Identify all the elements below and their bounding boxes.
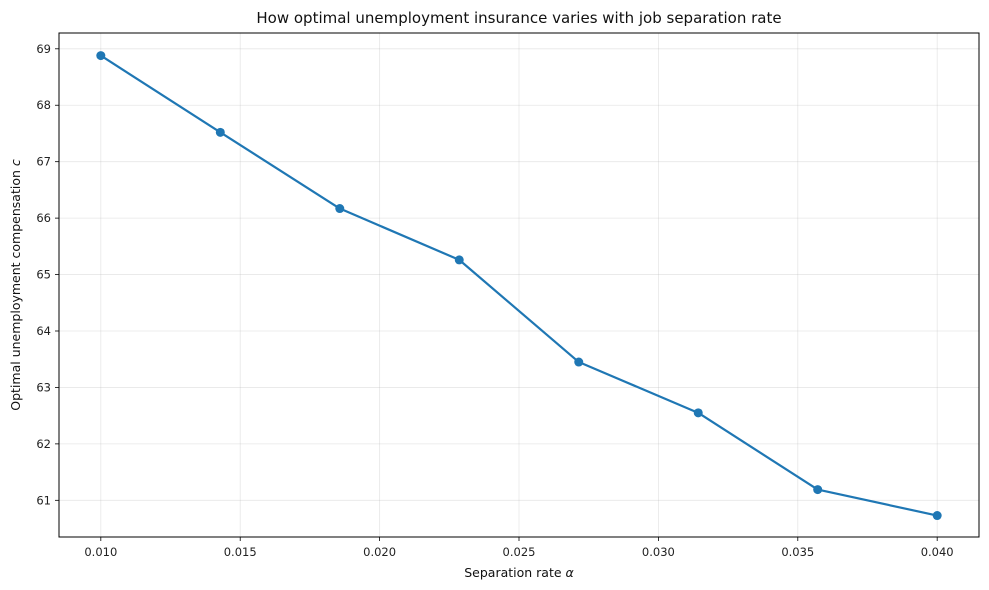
chart-title: How optimal unemployment insurance varie… — [256, 9, 781, 27]
data-point — [215, 127, 225, 137]
series-layer — [96, 51, 942, 521]
x-axis-label: Separation rate α — [464, 565, 574, 580]
x-tick-label: 0.030 — [642, 545, 675, 559]
x-tick-label: 0.015 — [224, 545, 257, 559]
y-axis-label-symbol: c — [8, 159, 23, 166]
y-tick-label: 65 — [36, 268, 51, 282]
y-tick-label: 68 — [36, 98, 51, 112]
x-tick-label: 0.035 — [781, 545, 814, 559]
y-axis-label: Optimal unemployment compensation c — [8, 159, 23, 411]
y-tick-label: 62 — [36, 437, 51, 451]
x-axis-label-text: Separation rate — [464, 565, 562, 580]
data-point — [813, 485, 823, 495]
grid — [59, 33, 979, 537]
data-point — [932, 511, 942, 521]
y-axis-ticks: 61 62 63 64 65 66 67 68 69 — [36, 42, 59, 507]
x-tick-label: 0.040 — [921, 545, 954, 559]
y-tick-label: 69 — [36, 42, 51, 56]
series-line — [100, 54, 938, 517]
y-tick-label: 66 — [36, 211, 51, 225]
data-point — [574, 357, 584, 367]
y-tick-label: 67 — [36, 155, 51, 169]
x-tick-label: 0.020 — [363, 545, 396, 559]
y-tick-label: 63 — [36, 380, 51, 394]
y-tick-label: 64 — [36, 324, 51, 338]
x-axis-label-symbol: α — [566, 565, 575, 580]
data-point — [96, 51, 106, 61]
x-tick-label: 0.010 — [84, 545, 117, 559]
data-point — [454, 255, 464, 265]
y-tick-label: 61 — [36, 493, 51, 507]
y-axis-label-text: Optimal unemployment compensation — [8, 170, 23, 411]
x-tick-label: 0.025 — [503, 545, 536, 559]
data-point — [693, 408, 703, 418]
x-axis-ticks: 0.010 0.015 0.020 0.025 0.030 0.035 0.040 — [84, 537, 954, 559]
plot-frame — [58, 32, 980, 538]
data-point — [335, 204, 345, 214]
